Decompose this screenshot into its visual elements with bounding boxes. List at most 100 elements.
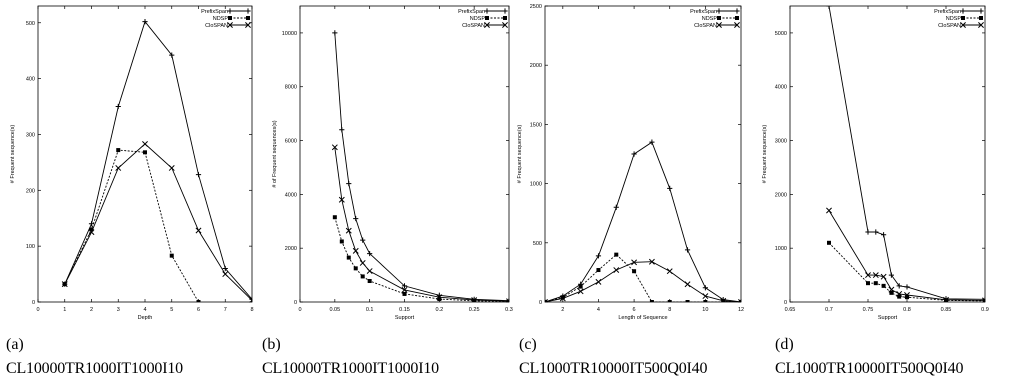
data-point [720,297,727,302]
panel-a-label: (a) [6,336,24,353]
legend-label: CloSPAN [694,23,717,29]
data-point [865,229,871,235]
panel-a-caption: CL10000TR1000IT1000I10 [6,360,183,377]
x-tick-label: 0.65 [785,307,796,313]
y-tick-label: 4000 [775,85,787,91]
y-tick-label: 6000 [285,139,297,145]
data-point [631,151,637,157]
data-point [702,293,709,300]
legend-marker [979,16,983,20]
data-point [982,297,985,302]
chart-1: 0 0.05 0.1 0.15 0.2 0.25 0.3 0 2000 4000 6000 8000 1… [272,5,513,321]
chart-3: 0.65 0.7 0.75 0.8 0.85 0.9 0 1000 2000 3000 4000 50… [762,5,989,321]
legend-marker [227,8,233,14]
data-point [648,258,655,265]
data-point [649,139,655,145]
legend-label: PrefixSpan [934,9,961,15]
panel-c-label: (c) [519,336,537,353]
panel-b-caption: CL10000TR1000IT1000I10 [262,360,439,377]
x-axis-label: Depth [138,315,153,321]
data-point [338,196,345,203]
x-tick-label: 2 [90,307,93,313]
data-point [881,283,886,288]
x-tick-label: 0.3 [505,307,513,313]
data-point [332,30,338,36]
legend-marker [484,8,490,14]
y-tick-label: 0 [32,300,35,306]
series-line-ndsp [828,242,985,302]
legend-label: NDSP [213,16,229,22]
data-point [905,295,909,300]
data-point [632,269,637,274]
y-tick-label: 1500 [530,122,542,128]
panel-b-label: (b) [262,336,281,353]
data-point [880,273,887,280]
data-point [169,253,174,258]
x-axis-label: Support [395,315,415,321]
y-axis-label: # Frequent sequence(s) [517,125,523,184]
x-tick-label: 4 [143,307,146,313]
x-tick-label: 0 [298,307,301,313]
legend-label: PrefixSpan [690,9,717,15]
y-tick-label: 400 [26,77,35,83]
x-tick-label: 8 [668,307,671,313]
data-point [360,237,366,243]
data-point [738,299,741,302]
data-point [346,255,351,260]
x-tick-label: 0.8 [903,307,911,313]
legend-marker [978,8,984,14]
y-axis-label: # Frequent sequence(s) [10,125,16,184]
data-point [666,268,673,275]
data-point [595,278,602,285]
series-line-prefixspan [828,6,985,300]
chart-2: 2 4 6 8 10 12 0 500 1000 1500 2000 2500 Length of Se… [517,4,744,321]
y-tick-label: 3000 [775,139,787,145]
x-tick-label: 0.85 [941,307,952,313]
y-tick-label: 500 [26,21,35,27]
data-point [436,294,443,301]
x-tick-label: 2 [561,307,564,313]
legend-marker [735,16,739,20]
data-point [88,229,95,236]
legend-marker [227,22,233,28]
y-tick-label: 0 [294,300,297,306]
x-tick-label: 7 [224,307,227,313]
plot-area [826,6,985,302]
y-tick-label: 10000 [282,31,297,37]
x-tick-label: 10 [702,307,708,313]
data-point [896,283,902,289]
x-axis-label: Length of Sequence [618,315,667,321]
data-point [649,300,654,302]
data-point [559,295,566,302]
data-point [471,297,478,302]
data-point [168,165,175,171]
data-point [881,232,887,238]
series-line-prefixspan [334,32,509,302]
data-point [667,185,673,191]
series-line-ndsp [64,149,199,302]
data-point [353,215,359,222]
x-tick-label: 3 [117,307,120,313]
data-point [402,291,407,296]
data-point [904,292,910,298]
data-point [577,288,584,295]
x-tick-label: 0.2 [436,307,444,313]
series-line-prefixspan [545,141,741,302]
legend-marker [245,8,251,14]
data-point [352,247,359,254]
data-point [685,300,690,302]
plot-frame [789,5,986,303]
x-tick-label: 0.05 [329,307,340,313]
x-tick-label: 0.9 [981,307,989,313]
data-point [826,207,832,214]
data-point [897,294,902,299]
data-point [61,281,68,288]
data-point [667,300,672,302]
legend-marker [245,22,251,28]
data-point [331,144,338,151]
y-tick-label: 1000 [775,246,787,252]
x-tick-label: 5 [170,307,173,313]
data-point [339,239,344,244]
